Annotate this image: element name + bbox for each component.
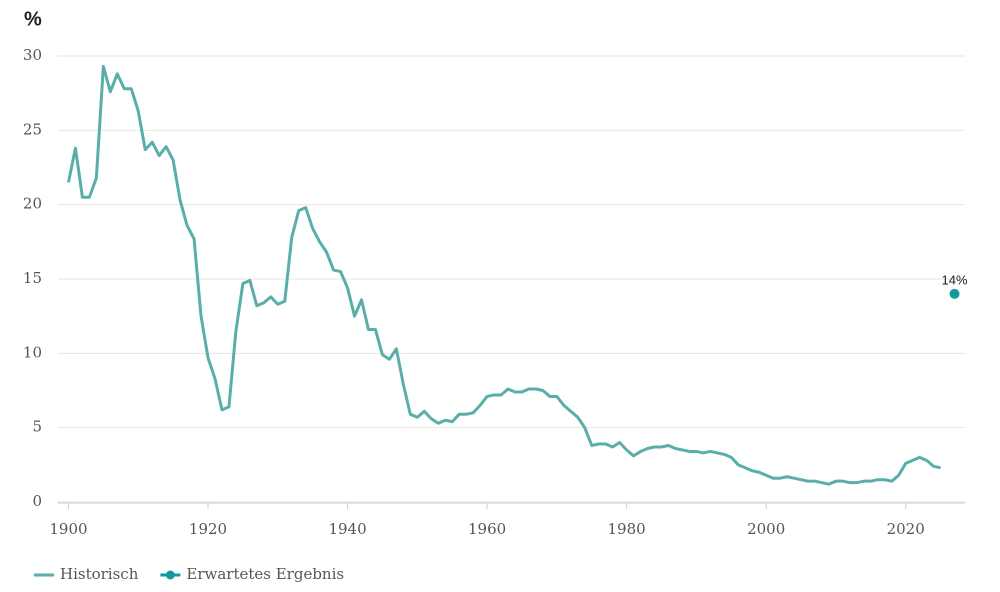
y-tick-label: 25	[23, 120, 42, 138]
y-axis-label: %	[24, 8, 42, 30]
data-label: 14%	[942, 272, 968, 287]
point	[949, 288, 960, 299]
x-tick-label: 2000	[747, 520, 785, 538]
legend-dot	[165, 570, 175, 580]
x-tick-label: 1980	[608, 520, 646, 538]
y-tick-label: 10	[23, 343, 42, 361]
y-tick-label: 20	[23, 195, 42, 213]
x-tick-label: 2020	[887, 520, 925, 538]
x-tick-label: 1940	[328, 520, 366, 538]
y-tick-label: 15	[23, 269, 42, 287]
y-tick-label: 0	[32, 492, 42, 510]
legend-label: Historisch	[60, 565, 139, 583]
legend-label: Erwartetes Ergebnis	[186, 565, 344, 583]
line	[66, 64, 941, 486]
y-tick-label: 5	[32, 418, 42, 436]
y-tick-label: 30	[23, 46, 42, 64]
x-tick-label: 1900	[49, 520, 87, 538]
x-tick-label: 1960	[468, 520, 506, 538]
x-tick-label: 1920	[189, 520, 227, 538]
